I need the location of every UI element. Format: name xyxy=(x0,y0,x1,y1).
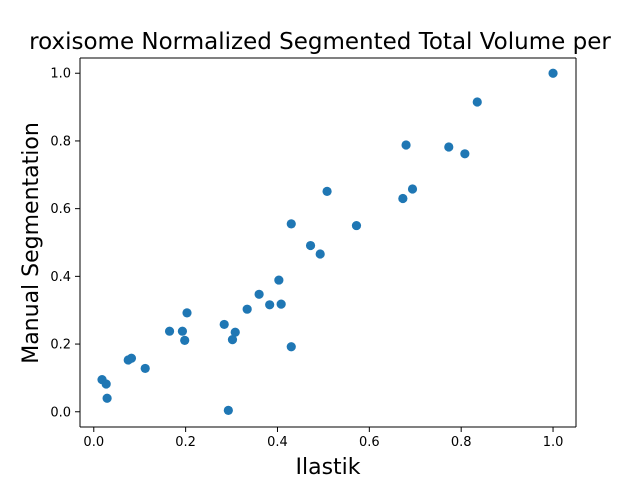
data-point xyxy=(286,219,296,229)
chart-title: roxisome Normalized Segmented Total Volu… xyxy=(29,29,611,55)
data-point xyxy=(265,300,275,310)
y-tick-label: 0.0 xyxy=(50,405,71,420)
data-point xyxy=(101,379,111,389)
y-tick-label: 0.4 xyxy=(50,270,71,285)
data-point xyxy=(140,363,150,374)
x-tick-label: 0.0 xyxy=(83,435,104,450)
data-point xyxy=(182,308,192,318)
y-tick-label: 0.6 xyxy=(50,202,71,217)
data-point xyxy=(444,142,454,152)
data-point xyxy=(548,68,558,78)
data-point xyxy=(223,405,233,416)
data-point xyxy=(102,393,112,403)
data-point xyxy=(230,327,240,337)
data-point xyxy=(227,335,238,345)
data-point xyxy=(315,249,325,259)
x-axis-title: Ilastik xyxy=(295,455,360,480)
data-point xyxy=(254,289,264,299)
data-point xyxy=(164,326,175,336)
data-point xyxy=(286,342,296,352)
data-point xyxy=(407,184,418,194)
y-tick-label: 0.2 xyxy=(50,338,71,353)
data-point xyxy=(276,299,286,309)
data-points xyxy=(97,68,558,416)
y-tick-label: 0.8 xyxy=(50,134,71,149)
data-point xyxy=(351,220,362,231)
plot-background xyxy=(80,58,576,427)
data-point xyxy=(472,97,482,107)
data-point xyxy=(126,353,137,363)
axes: 0.0 0.2 0.4 0.6 0.8 1.0 0.0 0.2 0.4 0.6 0.8 1.0 xyxy=(50,57,577,450)
x-tick-label: 0.2 xyxy=(175,435,196,450)
data-point xyxy=(460,149,470,159)
data-point xyxy=(219,319,229,330)
x-tick-label: 0.6 xyxy=(359,435,380,450)
y-axis-title: Manual Segmentation xyxy=(19,122,44,364)
data-point xyxy=(180,335,190,345)
data-point xyxy=(398,193,408,204)
x-tick-label: 1.0 xyxy=(543,435,564,450)
data-point xyxy=(242,304,252,314)
x-tick-label: 0.8 xyxy=(451,435,472,450)
x-tick-label: 0.4 xyxy=(267,435,288,450)
data-point xyxy=(177,326,188,336)
data-point xyxy=(274,275,284,285)
plot-area xyxy=(80,58,576,427)
data-point xyxy=(305,240,316,251)
data-point xyxy=(401,140,411,150)
data-point xyxy=(322,186,332,196)
y-tick-label: 1.0 xyxy=(50,67,71,82)
